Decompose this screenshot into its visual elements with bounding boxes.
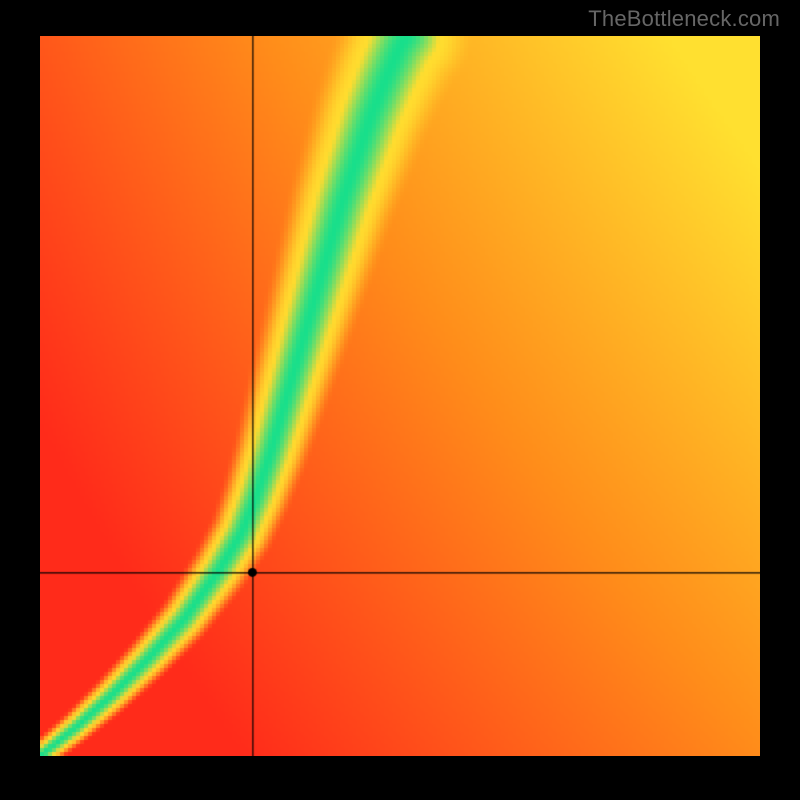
watermark-text: TheBottleneck.com <box>588 6 780 32</box>
heatmap-canvas <box>40 36 760 756</box>
chart-container: TheBottleneck.com <box>0 0 800 800</box>
